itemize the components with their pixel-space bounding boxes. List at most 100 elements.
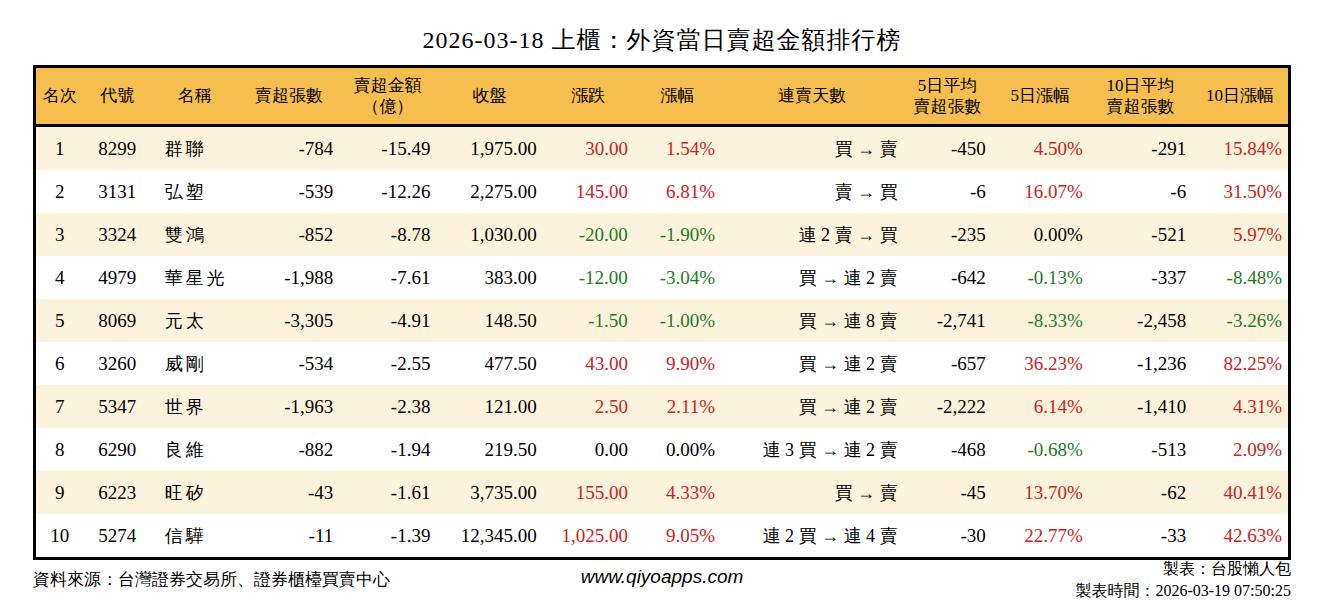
cell-avg10: -337: [1089, 256, 1192, 299]
cell-pct5: 0.00%: [992, 213, 1089, 256]
cell-code: 3324: [84, 213, 151, 256]
cell-change_pct: 2.11%: [634, 385, 721, 428]
cell-lots: -539: [239, 170, 339, 213]
cell-lots: -1,988: [239, 256, 339, 299]
cell-code: 8299: [84, 126, 151, 171]
cell-pct10: 2.09%: [1192, 428, 1289, 471]
header-pct5: 5日漲幅: [992, 67, 1089, 126]
header-net-sell-lots: 賣超張數: [239, 67, 339, 126]
cell-name: 信驊: [151, 514, 239, 559]
cell-amount: -2.38: [339, 385, 436, 428]
cell-avg10: -6: [1089, 170, 1192, 213]
cell-pct10: 40.41%: [1192, 471, 1289, 514]
cell-streak: 買 → 連 2 賣: [721, 342, 903, 385]
cell-code: 3260: [84, 342, 151, 385]
cell-change_pct: -1.00%: [634, 299, 721, 342]
cell-pct5: -0.13%: [992, 256, 1089, 299]
cell-name: 元太: [151, 299, 239, 342]
table-row: 75347世界-1,963-2.38121.002.502.11%買 → 連 2…: [35, 385, 1290, 428]
cell-pct5: 36.23%: [992, 342, 1089, 385]
cell-close: 1,030.00: [436, 213, 542, 256]
cell-pct5: -0.68%: [992, 428, 1089, 471]
cell-change_pct: 0.00%: [634, 428, 721, 471]
header-net-sell-amount: 賣超金額 （億）: [339, 67, 436, 126]
cell-lots: -534: [239, 342, 339, 385]
cell-avg5: -235: [904, 213, 992, 256]
cell-lots: -784: [239, 126, 339, 171]
cell-pct10: 5.97%: [1192, 213, 1289, 256]
header-avg5-lots: 5日平均 賣超張數: [904, 67, 992, 126]
cell-pct10: 15.84%: [1192, 126, 1289, 171]
cell-amount: -12.26: [339, 170, 436, 213]
table-row: 105274信驊-11-1.3912,345.001,025.009.05%連 …: [35, 514, 1290, 559]
table-row: 86290良維-882-1.94219.500.000.00%連 3 買 → 連…: [35, 428, 1290, 471]
cell-name: 雙鴻: [151, 213, 239, 256]
cell-lots: -11: [239, 514, 339, 559]
cell-code: 6223: [84, 471, 151, 514]
header-pct10: 10日漲幅: [1192, 67, 1289, 126]
cell-lots: -1,963: [239, 385, 339, 428]
cell-pct5: 6.14%: [992, 385, 1089, 428]
report-credit: 製表：台股懶人包 製表時間：2026-03-19 07:50:25: [1075, 558, 1291, 602]
cell-streak: 買 → 連 2 賣: [721, 385, 903, 428]
cell-pct5: 13.70%: [992, 471, 1089, 514]
cell-rank: 3: [35, 213, 84, 256]
cell-change: 145.00: [543, 170, 634, 213]
cell-avg5: -468: [904, 428, 992, 471]
header-code: 代號: [84, 67, 151, 126]
cell-name: 世界: [151, 385, 239, 428]
cell-code: 8069: [84, 299, 151, 342]
cell-pct10: 42.63%: [1192, 514, 1289, 559]
cell-rank: 4: [35, 256, 84, 299]
cell-pct5: 16.07%: [992, 170, 1089, 213]
cell-rank: 8: [35, 428, 84, 471]
cell-rank: 2: [35, 170, 84, 213]
cell-avg5: -642: [904, 256, 992, 299]
cell-avg5: -45: [904, 471, 992, 514]
cell-change_pct: 9.90%: [634, 342, 721, 385]
table-row: 23131弘塑-539-12.262,275.00145.006.81%賣 → …: [35, 170, 1290, 213]
cell-change: -12.00: [543, 256, 634, 299]
header-streak: 連賣天數: [721, 67, 903, 126]
cell-name: 華星光: [151, 256, 239, 299]
cell-avg10: -521: [1089, 213, 1192, 256]
table-row: 58069元太-3,305-4.91148.50-1.50-1.00%買 → 連…: [35, 299, 1290, 342]
cell-avg5: -30: [904, 514, 992, 559]
cell-change_pct: 9.05%: [634, 514, 721, 559]
header-name: 名稱: [151, 67, 239, 126]
cell-avg10: -2,458: [1089, 299, 1192, 342]
header-change: 漲跌: [543, 67, 634, 126]
cell-avg10: -513: [1089, 428, 1192, 471]
header-close: 收盤: [436, 67, 542, 126]
cell-streak: 連 2 買 → 連 4 賣: [721, 514, 903, 559]
cell-code: 3131: [84, 170, 151, 213]
cell-streak: 買 → 連 2 賣: [721, 256, 903, 299]
cell-close: 2,275.00: [436, 170, 542, 213]
table-row: 63260威剛-534-2.55477.5043.009.90%買 → 連 2 …: [35, 342, 1290, 385]
cell-change_pct: 6.81%: [634, 170, 721, 213]
cell-name: 群聯: [151, 126, 239, 171]
cell-avg5: -450: [904, 126, 992, 171]
header-row: 名次 代號 名稱 賣超張數 賣超金額 （億） 收盤 漲跌 漲幅 連賣天數 5日平…: [35, 67, 1290, 126]
cell-close: 3,735.00: [436, 471, 542, 514]
cell-close: 121.00: [436, 385, 542, 428]
cell-change: -20.00: [543, 213, 634, 256]
cell-streak: 買 → 賣: [721, 126, 903, 171]
cell-amount: -8.78: [339, 213, 436, 256]
cell-code: 4979: [84, 256, 151, 299]
cell-close: 383.00: [436, 256, 542, 299]
cell-pct5: 4.50%: [992, 126, 1089, 171]
cell-rank: 6: [35, 342, 84, 385]
cell-change_pct: -1.90%: [634, 213, 721, 256]
cell-avg10: -1,410: [1089, 385, 1192, 428]
cell-close: 1,975.00: [436, 126, 542, 171]
table-row: 18299群聯-784-15.491,975.0030.001.54%買 → 賣…: [35, 126, 1290, 171]
table-header: 名次 代號 名稱 賣超張數 賣超金額 （億） 收盤 漲跌 漲幅 連賣天數 5日平…: [35, 67, 1290, 126]
cell-amount: -1.61: [339, 471, 436, 514]
cell-change: 2.50: [543, 385, 634, 428]
cell-lots: -43: [239, 471, 339, 514]
table-row: 44979華星光-1,988-7.61383.00-12.00-3.04%買 →…: [35, 256, 1290, 299]
cell-pct5: 22.77%: [992, 514, 1089, 559]
header-change-pct: 漲幅: [634, 67, 721, 126]
cell-name: 弘塑: [151, 170, 239, 213]
